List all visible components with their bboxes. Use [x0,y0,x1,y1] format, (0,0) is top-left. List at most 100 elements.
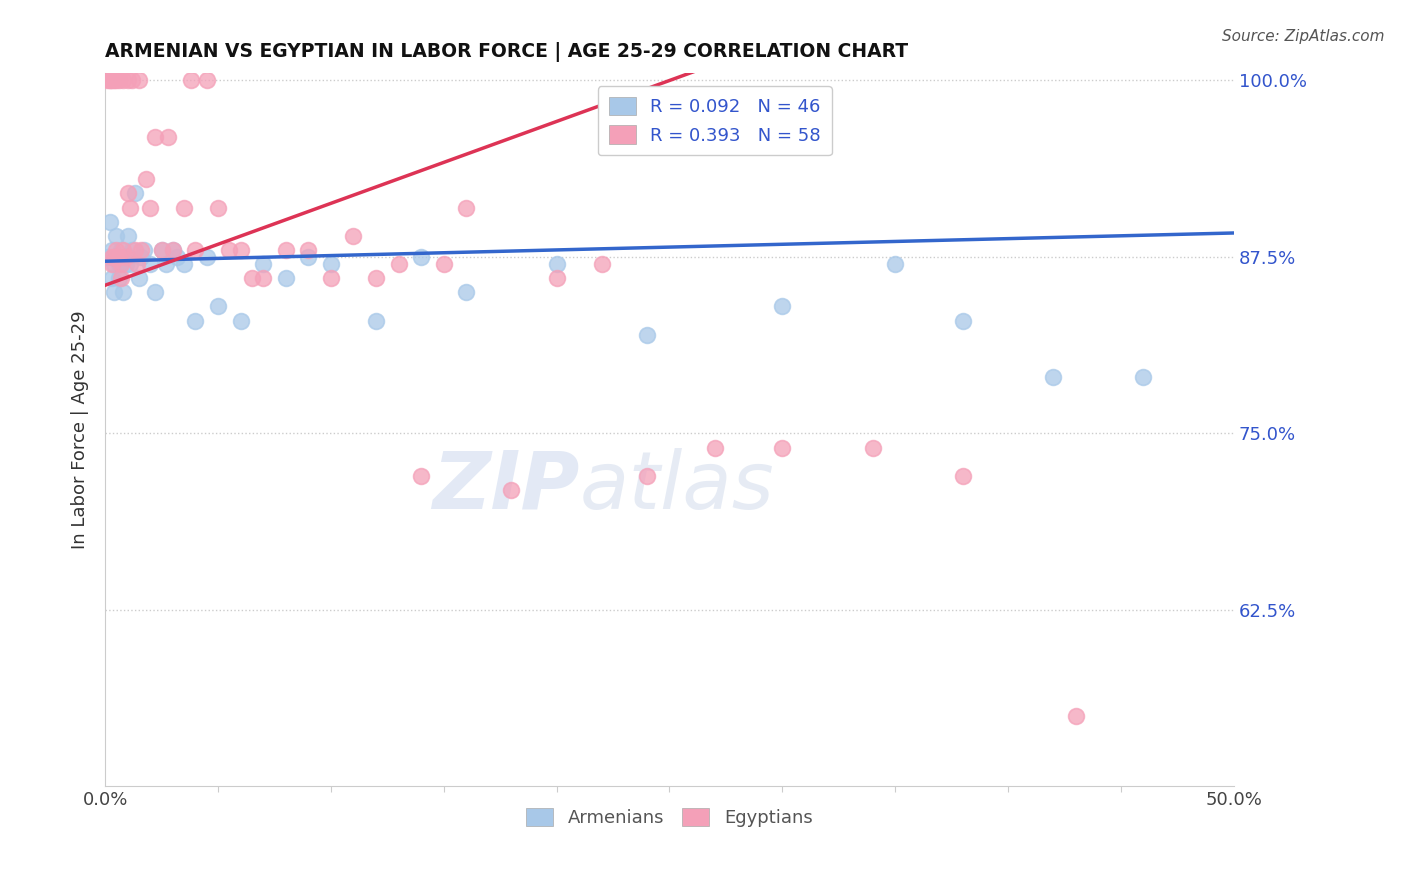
Point [546,271,568,285]
Point [364,313,387,327]
Point [155,257,177,271]
Point [180,73,202,87]
Point [342,228,364,243]
Point [501,483,523,497]
Point [96,73,118,87]
Point [143,130,166,145]
Point [229,313,252,327]
Point [112,243,135,257]
Point [884,257,907,271]
Point [297,250,319,264]
Point [388,257,411,271]
Point [252,271,274,285]
Point [121,73,143,87]
Point [105,243,128,257]
Point [98,73,121,87]
Point [636,327,658,342]
Point [207,300,229,314]
Point [103,285,125,300]
Point [184,243,207,257]
Point [157,130,180,145]
Point [546,257,568,271]
Point [411,468,433,483]
Point [252,257,274,271]
Point [105,228,128,243]
Legend: Armenians, Egyptians: Armenians, Egyptians [519,801,820,835]
Point [105,250,128,264]
Point [207,201,229,215]
Point [117,250,139,264]
Point [636,468,658,483]
Point [107,250,129,264]
Point [770,441,793,455]
Point [150,243,173,257]
Point [110,243,132,257]
Point [107,257,129,271]
Text: ARMENIAN VS EGYPTIAN IN LABOR FORCE | AGE 25-29 CORRELATION CHART: ARMENIAN VS EGYPTIAN IN LABOR FORCE | AG… [105,42,908,62]
Point [101,243,124,257]
Point [98,73,121,87]
Point [150,243,173,257]
Point [218,243,240,257]
Point [118,257,141,271]
Point [121,243,143,257]
Point [173,201,195,215]
Point [105,73,128,87]
Point [274,243,297,257]
Point [411,250,433,264]
Point [240,271,263,285]
Point [319,257,342,271]
Point [101,271,124,285]
Point [770,300,793,314]
Point [456,201,478,215]
Point [118,201,141,215]
Point [131,250,153,264]
Text: Source: ZipAtlas.com: Source: ZipAtlas.com [1222,29,1385,44]
Point [1132,370,1154,384]
Point [135,172,157,186]
Point [195,250,218,264]
Point [1064,709,1087,723]
Point [117,73,139,87]
Point [143,285,166,300]
Point [166,250,188,264]
Point [112,285,135,300]
Point [112,73,135,87]
Point [229,243,252,257]
Point [703,441,725,455]
Point [456,285,478,300]
Point [433,257,456,271]
Point [139,201,162,215]
Point [274,271,297,285]
Point [114,250,136,264]
Y-axis label: In Labor Force | Age 25-29: In Labor Force | Age 25-29 [72,310,89,549]
Point [124,186,146,201]
Point [139,257,162,271]
Point [1042,370,1064,384]
Point [128,271,150,285]
Point [162,243,184,257]
Point [952,313,974,327]
Point [124,243,146,257]
Point [96,250,118,264]
Point [862,441,884,455]
Point [110,271,132,285]
Point [162,243,184,257]
Point [103,73,125,87]
Point [117,228,139,243]
Point [103,257,125,271]
Point [364,271,387,285]
Point [131,243,153,257]
Point [110,257,132,271]
Point [107,271,129,285]
Point [107,73,129,87]
Point [132,243,155,257]
Point [103,250,125,264]
Point [128,73,150,87]
Point [101,73,124,87]
Point [101,257,124,271]
Point [125,257,148,271]
Text: ZIP: ZIP [432,448,579,526]
Point [114,257,136,271]
Point [952,468,974,483]
